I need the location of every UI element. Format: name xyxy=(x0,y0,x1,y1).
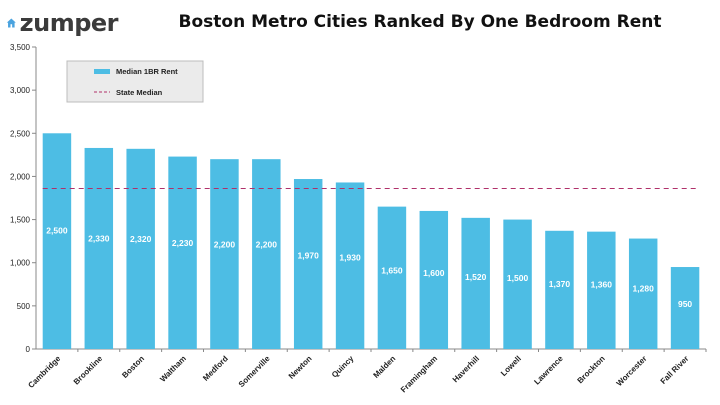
y-tick-label: 2,000 xyxy=(10,172,31,181)
house-icon xyxy=(6,18,16,28)
x-tick-label: Brockton xyxy=(576,354,607,385)
data-label: 1,930 xyxy=(339,252,361,262)
x-tick-label: Cambridge xyxy=(26,354,62,390)
legend-label-state: State Median xyxy=(116,88,163,97)
data-label: 1,360 xyxy=(591,279,613,289)
chart-title: Boston Metro Cities Ranked By One Bedroo… xyxy=(178,12,662,32)
x-tick-label: Brookline xyxy=(72,354,105,387)
x-tick-label: Lawrence xyxy=(532,354,565,387)
x-tick-label: Newton xyxy=(287,354,314,381)
data-label: 2,200 xyxy=(214,240,236,250)
x-tick-label: Lowell xyxy=(499,354,523,378)
legend-label-median: Median 1BR Rent xyxy=(116,67,178,76)
data-label: 2,230 xyxy=(172,238,194,248)
data-label: 1,500 xyxy=(507,273,529,283)
bar-cambridge xyxy=(42,133,72,349)
bar-worcester xyxy=(628,238,658,349)
data-labels: 2,500 2,330 2,320 2,230 2,200 2,200 1,970 1,930… xyxy=(46,225,692,309)
data-label: 1,970 xyxy=(298,251,320,261)
bar-quincy xyxy=(335,182,365,349)
bar-boston xyxy=(126,148,155,349)
bar-framingham xyxy=(419,210,449,349)
legend-swatch-bar xyxy=(94,69,110,74)
legend-box xyxy=(66,60,204,103)
bar-haverhill xyxy=(461,217,490,349)
bar-brockton xyxy=(587,231,616,349)
bar-lowell xyxy=(503,219,532,349)
bar-waltham xyxy=(168,156,197,349)
y-tick-label: 3,500 xyxy=(10,43,31,52)
x-tick-label: Somerville xyxy=(237,354,272,389)
bars xyxy=(42,133,700,349)
bar-fall-river xyxy=(670,267,700,349)
x-tick-label: Fall River xyxy=(659,354,691,386)
y-tick-label: 2,500 xyxy=(10,129,31,138)
data-label: 1,370 xyxy=(549,279,571,289)
y-tick-label: 1,500 xyxy=(10,216,31,225)
x-tick-label: Boston xyxy=(120,354,146,380)
x-tick-labels: Cambridge Brookline Boston Waltham Medford So… xyxy=(26,354,690,395)
y-tick-labels: 0 500 1,000 1,500 2,000 2,500 3,000 3,500 xyxy=(10,43,31,354)
data-label: 1,520 xyxy=(465,272,487,282)
data-label: 1,650 xyxy=(381,266,403,276)
data-label: 2,320 xyxy=(130,234,152,244)
y-tick-label: 0 xyxy=(26,345,31,354)
x-tick-label: Medford xyxy=(201,354,230,383)
data-label: 950 xyxy=(678,299,692,309)
brand-name: zumper xyxy=(19,9,119,37)
x-tick-label: Waltham xyxy=(158,354,188,384)
y-tick-label: 1,000 xyxy=(10,259,31,268)
legend: Median 1BR Rent State Median xyxy=(66,60,204,103)
bar-brookline xyxy=(84,147,114,349)
data-label: 1,600 xyxy=(423,268,445,278)
zumper-logo: zumper xyxy=(6,8,119,38)
data-label: 2,330 xyxy=(88,233,110,243)
bar-lawrence xyxy=(545,230,574,349)
x-tick-label: Quincy xyxy=(330,354,356,380)
bar-malden xyxy=(377,206,407,349)
bar-medford xyxy=(210,159,239,349)
y-tick-label: 500 xyxy=(17,302,31,311)
x-tick-label: Malden xyxy=(371,354,397,380)
data-label: 2,200 xyxy=(256,240,278,250)
x-tick-label: Haverhill xyxy=(451,354,481,384)
bar-somerville xyxy=(252,159,281,349)
data-label: 1,280 xyxy=(633,283,655,293)
x-tick-label: Worcester xyxy=(615,354,649,388)
x-tick-label: Framingham xyxy=(399,354,439,394)
bar-newton xyxy=(293,179,323,349)
data-label: 2,500 xyxy=(46,225,68,235)
y-tick-label: 3,000 xyxy=(10,86,31,95)
